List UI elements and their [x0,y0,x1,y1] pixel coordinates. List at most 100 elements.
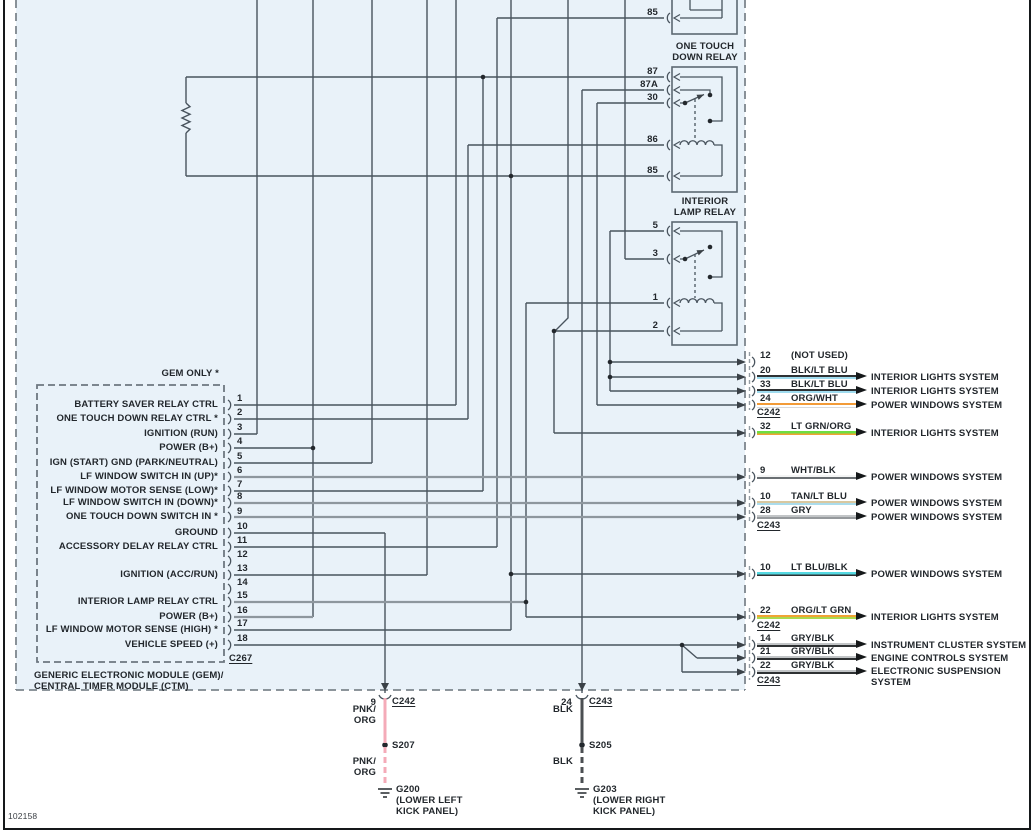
rc-system: INSTRUMENT CLUSTER SYSTEM [871,640,1027,651]
gnd-right-wire-2: BLK [553,756,573,767]
system-arrow-icon [856,386,867,394]
wire-stub [757,403,856,408]
ground-symbol-g203 [575,788,589,798]
gem-pin-label: POWER (B+) [159,442,218,453]
rc-code: TAN/LT BLU [791,491,848,502]
rc-system: INTERIOR LIGHTS SYSTEM [871,428,999,439]
page-frame [3,0,1031,830]
gem-pin-num: 5 [237,451,243,462]
interior-lamp-relay-box [671,221,738,346]
gem-pin-num: 14 [237,577,248,588]
wire-stub [757,375,856,379]
gnd-right-connector: C243 [589,696,613,707]
rc-code: BLK/LT BLU [791,379,848,390]
gnd-right-id: G203 [593,784,617,795]
gnd-right-loc1: (LOWER RIGHT [593,795,666,806]
rc-code: GRY [791,505,812,516]
wire-stub [757,656,856,660]
connector-label-c242b: C242 [757,620,781,631]
gnd-right-splice: S205 [589,740,612,751]
rc-pin: 10 [760,562,771,573]
rc-system: ENGINE CONTROLS SYSTEM [871,653,1009,664]
rc-code: ORG/WHT [791,393,838,404]
il-relay-title-2: LAMP RELAY [673,207,737,218]
gem-pin-label: GROUND [174,527,218,538]
gnd-right-loc2: KICK PANEL) [593,806,656,817]
connector-label-c243b: C243 [757,675,781,686]
resistor [180,102,192,134]
relay-pin-85-top: 85 [647,7,658,18]
rc-system: INTERIOR LIGHTS SYSTEM [871,372,999,383]
region-dashed-border [15,0,746,691]
relay-pin-85: 85 [647,165,658,176]
gnd-left-pin: 9 [370,697,376,708]
wire-stub [757,643,856,647]
system-arrow-icon [856,400,867,408]
system-arrow-icon [856,569,867,577]
otd-relay-title-1: ONE TOUCH [675,41,735,52]
rc-code: GRY/BLK [791,646,835,657]
rc-code: (NOT USED) [791,350,848,361]
otd-relay-coil [679,140,723,177]
gem-pin-num: 9 [237,506,243,517]
rc-system: POWER WINDOWS SYSTEM [871,472,1003,483]
gem-pin-label: LF WINDOW MOTOR SENSE (HIGH) * [45,624,218,635]
il-relay-coil [679,298,723,332]
gem-pin-num: 6 [237,465,243,476]
system-arrow-icon [856,640,867,648]
gem-pin-num: 16 [237,605,248,616]
gem-pin-label: POWER (B+) [159,611,218,622]
relay-pin-1: 1 [652,292,658,303]
rc-code: GRY/BLK [791,633,835,644]
system-arrow-icon [856,498,867,506]
one-touch-down-relay-box [671,66,738,193]
gnd-left-connector: C242 [392,696,416,707]
rc-pin: 32 [760,421,771,432]
wire-stub [757,572,856,576]
relay-pin-30: 30 [647,92,658,103]
rc-code: LT BLU/BLK [791,562,848,573]
connector-label-c242: C242 [757,407,781,418]
gem-pin-label: LF WINDOW SWITCH IN (DOWN)* [63,497,218,508]
system-arrow-icon [856,653,867,661]
gem-only-note: GEM ONLY * [161,368,219,379]
diagram-footer-code: 102158 [8,811,38,821]
accessory-delay-relay-box [671,0,738,35]
rc-system: INTERIOR LIGHTS SYSTEM [871,386,999,397]
gem-pin-num: 12 [237,549,248,560]
wire-stub [757,475,856,479]
system-arrow-icon [856,512,867,520]
rc-pin: 10 [760,491,771,502]
relay-pin-brackets [666,12,671,337]
relay-pin-5: 5 [652,220,658,231]
gem-module-box [36,384,225,663]
gnd-left-id: G200 [396,784,420,795]
rc-pin: 20 [760,365,771,376]
gem-pin-label: ONE TOUCH DOWN SWITCH IN * [65,511,218,522]
rc-pin: 24 [760,393,771,404]
gem-pin-num: 3 [237,422,243,433]
il-relay-title-1: INTERIOR [681,196,729,207]
wire-stub [757,515,856,519]
gem-pin-num: 8 [237,491,243,502]
system-arrow-icon [856,372,867,380]
rc-pin: 12 [760,350,771,361]
system-arrow-icon [856,612,867,620]
gnd-left-wire-2b: ORG [353,767,376,778]
gnd-left-wire-1b: ORG [353,715,376,726]
rc-pin: 21 [760,646,771,657]
wire-stub [757,389,856,393]
rc-code: BLK/LT BLU [791,365,848,376]
splice-s207-dot [382,742,388,748]
gnd-right-wire-1: BLK [553,704,573,715]
rc-pin: 22 [760,660,771,671]
system-arrow-icon [856,667,867,675]
relay-pin-86: 86 [647,134,658,145]
gnd-left-wire-2a: PNK/ [352,756,376,767]
gem-pin-label: INTERIOR LAMP RELAY CTRL [77,596,218,607]
rc-pin: 9 [760,465,766,476]
gem-caption-2: CENTRAL TIMER MODULE (CTM) [34,681,189,692]
gem-pin-brackets [227,399,232,651]
rc-pin: 22 [760,605,771,616]
